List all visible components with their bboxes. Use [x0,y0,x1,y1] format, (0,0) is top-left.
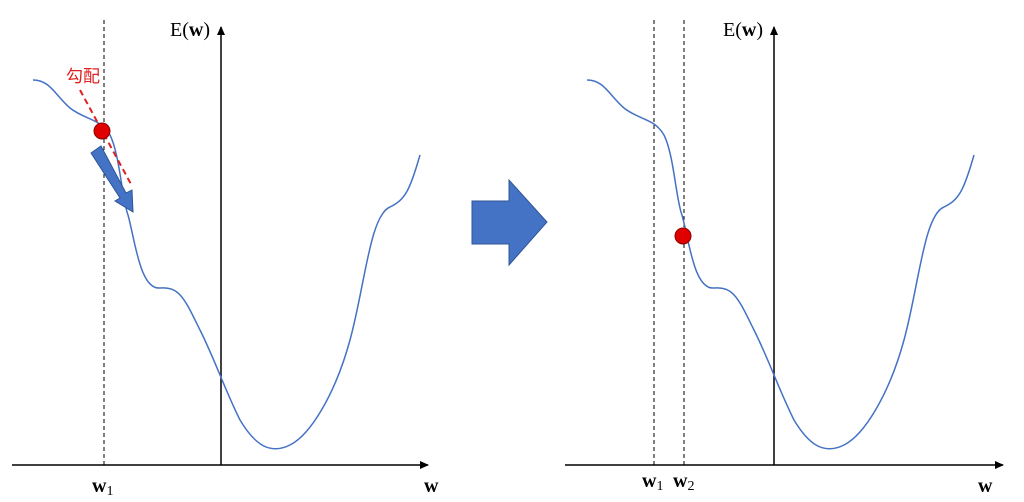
updated-point [674,227,692,245]
label-part: w [642,470,657,492]
right-panel: E(w) w w1 w2 [565,19,1004,497]
label-part: w [189,19,204,41]
w1-label: w1 [92,475,113,499]
error-curve [32,79,421,450]
gradient-label: 勾配 [66,67,100,87]
error-curve [586,79,975,450]
w2-label: w2 [673,470,694,494]
descent-arrow [90,145,134,213]
label-part: w [673,470,688,492]
label-part: E( [723,19,742,41]
label-part: 1 [106,484,113,499]
label-part: 1 [656,479,663,494]
w1-label: w1 [642,470,663,494]
transition-arrow [471,178,548,267]
y-axis-label: E(w) [170,19,210,41]
left-panel: 勾配 E(w) w w1 [12,19,439,499]
label-part: ) [203,19,210,41]
label-part: E( [170,19,189,41]
x-axis-label: w [978,475,993,497]
current-point [93,122,111,140]
label-part: ) [756,19,763,41]
x-axis-label: w [424,475,439,497]
label-part: 2 [687,479,694,494]
label-part: w [92,475,107,497]
y-axis-label: E(w) [723,19,763,41]
label-part: w [742,19,757,41]
